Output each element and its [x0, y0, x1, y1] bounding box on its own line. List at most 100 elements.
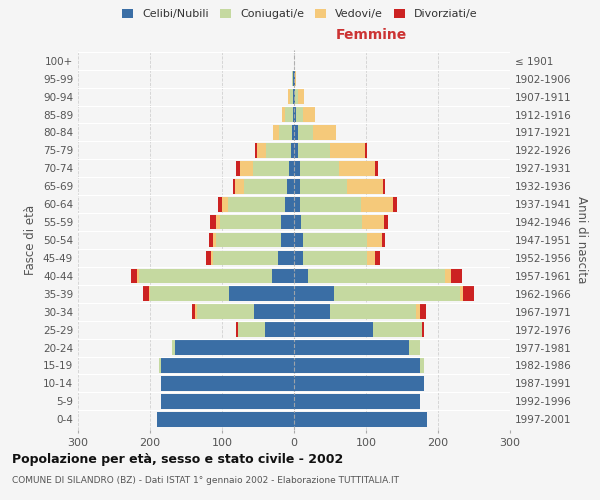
Bar	[384, 214, 388, 230]
Bar	[394, 197, 397, 212]
Bar	[300, 161, 340, 176]
Bar	[255, 143, 257, 158]
Bar	[172, 340, 175, 355]
Bar	[293, 90, 294, 104]
Bar	[294, 107, 296, 122]
Bar	[161, 394, 294, 408]
Bar	[236, 161, 240, 176]
Bar	[294, 286, 334, 301]
Bar	[291, 143, 294, 158]
Bar	[216, 214, 220, 230]
Bar	[139, 268, 272, 283]
Bar	[294, 179, 300, 194]
Bar	[361, 197, 394, 212]
Bar	[131, 268, 137, 283]
Bar	[300, 179, 347, 194]
Bar	[286, 197, 294, 212]
Bar	[220, 214, 281, 230]
Bar	[288, 90, 290, 104]
Bar	[409, 340, 420, 355]
Bar	[298, 143, 330, 158]
Bar	[416, 304, 420, 319]
Y-axis label: Fasce di età: Fasce di età	[25, 205, 37, 275]
Bar	[236, 322, 238, 337]
Bar	[362, 214, 384, 230]
Bar	[293, 72, 294, 86]
Bar	[254, 304, 294, 319]
Bar	[445, 268, 451, 283]
Bar	[463, 286, 474, 301]
Bar	[294, 394, 420, 408]
Bar	[420, 304, 426, 319]
Bar	[330, 304, 416, 319]
Legend: Celibi/Nubili, Coniugati/e, Vedovi/e, Divorziati/e: Celibi/Nubili, Coniugati/e, Vedovi/e, Di…	[119, 6, 481, 22]
Bar	[209, 232, 212, 248]
Bar	[302, 232, 367, 248]
Bar	[374, 250, 380, 266]
Bar	[287, 179, 294, 194]
Bar	[334, 286, 460, 301]
Bar	[294, 322, 373, 337]
Bar	[158, 358, 161, 373]
Bar	[222, 197, 228, 212]
Bar	[229, 286, 294, 301]
Bar	[300, 197, 361, 212]
Bar	[460, 286, 463, 301]
Bar	[383, 179, 385, 194]
Bar	[373, 322, 422, 337]
Bar	[272, 268, 294, 283]
Bar	[149, 286, 150, 301]
Bar	[365, 143, 367, 158]
Bar	[253, 161, 289, 176]
Bar	[294, 125, 298, 140]
Bar	[273, 125, 279, 140]
Bar	[301, 214, 362, 230]
Bar	[175, 340, 294, 355]
Bar	[294, 232, 302, 248]
Bar	[294, 143, 298, 158]
Bar	[420, 358, 424, 373]
Bar	[281, 232, 294, 248]
Bar	[294, 358, 420, 373]
Bar	[292, 125, 294, 140]
Bar	[295, 90, 298, 104]
Bar	[214, 250, 278, 266]
Bar	[150, 286, 229, 301]
Bar	[294, 214, 301, 230]
Bar	[238, 322, 265, 337]
Bar	[367, 232, 382, 248]
Bar	[279, 125, 292, 140]
Bar	[298, 90, 304, 104]
Bar	[294, 161, 300, 176]
Bar	[161, 358, 294, 373]
Bar	[143, 286, 149, 301]
Bar	[265, 322, 294, 337]
Bar	[313, 125, 337, 140]
Bar	[293, 107, 294, 122]
Bar	[302, 250, 367, 266]
Bar	[294, 304, 330, 319]
Bar	[330, 143, 365, 158]
Bar	[294, 340, 409, 355]
Bar	[211, 250, 214, 266]
Bar	[286, 107, 293, 122]
Bar	[218, 197, 222, 212]
Bar	[196, 304, 197, 319]
Bar	[266, 143, 291, 158]
Bar	[282, 107, 286, 122]
Bar	[347, 179, 383, 194]
Bar	[294, 72, 295, 86]
Bar	[294, 90, 295, 104]
Bar	[161, 376, 294, 390]
Bar	[298, 125, 313, 140]
Bar	[212, 232, 216, 248]
Bar	[295, 72, 296, 86]
Bar	[281, 214, 294, 230]
Bar	[422, 322, 424, 337]
Bar	[376, 161, 377, 176]
Bar	[137, 268, 139, 283]
Bar	[290, 90, 293, 104]
Bar	[289, 161, 294, 176]
Bar	[233, 179, 235, 194]
Bar	[206, 250, 211, 266]
